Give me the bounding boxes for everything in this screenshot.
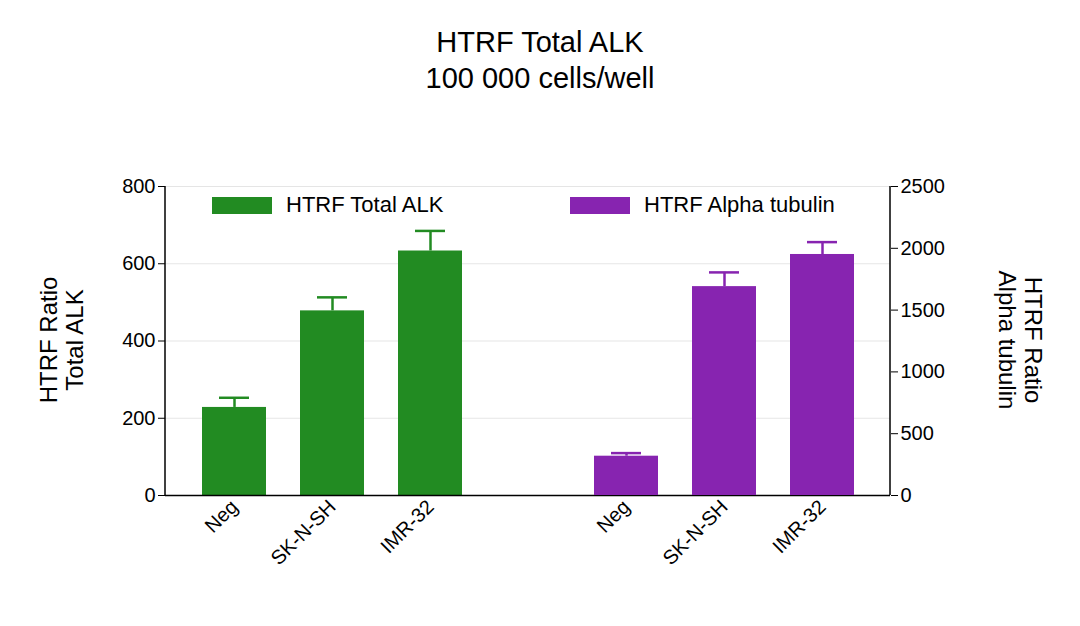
html-text:HTRF Ratio Alpha tubulin: HTRF Ratio Alpha tubulin [994, 270, 1048, 410]
svg-text:0: 0 [901, 484, 912, 506]
svg-text:SK-N-SH: SK-N-SH [658, 495, 732, 569]
svg-text:2000: 2000 [901, 237, 946, 259]
html-text:HTRF Ratio Total ALK: HTRF Ratio Total ALK [34, 276, 88, 404]
svg-text:1500: 1500 [901, 299, 946, 321]
svg-text:Neg: Neg [200, 495, 242, 537]
svg-text:0: 0 [144, 484, 155, 506]
svg-text:600: 600 [122, 252, 155, 274]
svg-text:500: 500 [901, 422, 934, 444]
html-text:100 000 cells/well: 100 000 cells/well [425, 62, 655, 94]
svg-text:400: 400 [122, 329, 155, 351]
svg-text:Neg: Neg [592, 495, 634, 537]
html-text:HTRF Alpha tubulin: HTRF Alpha tubulin [644, 192, 835, 217]
svg-text:200: 200 [122, 407, 155, 429]
html-text:HTRF Total ALK: HTRF Total ALK [286, 192, 444, 217]
svg-text:SK-N-SH: SK-N-SH [266, 495, 340, 569]
svg-text:2500: 2500 [901, 175, 946, 197]
svg-text:IMR-32: IMR-32 [768, 495, 830, 557]
html-text:HTRF Total ALK: HTRF Total ALK [436, 26, 644, 58]
svg-text:1000: 1000 [901, 360, 946, 382]
svg-text:800: 800 [122, 175, 155, 197]
svg-text:IMR-32: IMR-32 [376, 495, 438, 557]
